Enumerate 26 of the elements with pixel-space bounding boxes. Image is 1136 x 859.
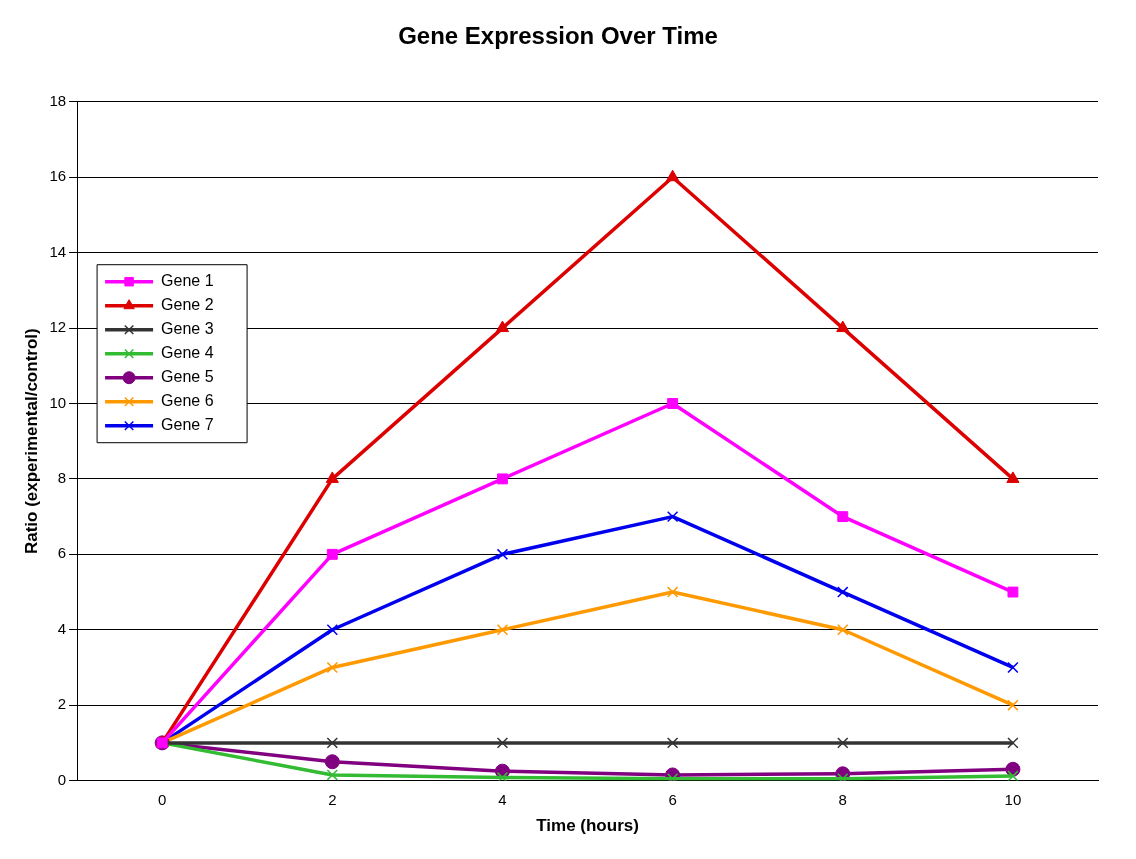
- legend-label: Gene 1: [161, 272, 214, 290]
- y-tick-label: 14: [49, 242, 67, 260]
- y-tick-label: 4: [57, 619, 67, 637]
- x-tick-label: 6: [668, 790, 677, 808]
- x-tick-label: 8: [838, 790, 847, 808]
- legend-label: Gene 2: [161, 296, 214, 314]
- y-tick-label: 18: [49, 91, 67, 109]
- y-tick-label: 0: [57, 770, 67, 788]
- legend-label: Gene 4: [161, 344, 214, 362]
- x-tick-label: 2: [328, 790, 337, 808]
- x-tick-label: 10: [1004, 790, 1022, 808]
- legend-label: Gene 7: [161, 416, 214, 434]
- legend-label: Gene 6: [161, 392, 214, 410]
- legend-label: Gene 5: [161, 368, 214, 386]
- y-tick-label: 6: [57, 544, 67, 562]
- x-axis-title: Time (hours): [536, 816, 639, 836]
- y-tick-label: 16: [49, 167, 67, 185]
- y-axis-title: Ratio (experimental/control): [21, 328, 41, 555]
- y-tick-label: 12: [49, 318, 67, 336]
- chart-title: Gene Expression Over Time: [398, 22, 718, 50]
- legend-label: Gene 3: [161, 320, 214, 338]
- x-tick-label: 0: [157, 790, 167, 808]
- y-tick-label: 2: [57, 695, 67, 713]
- y-tick-label: 8: [57, 469, 67, 487]
- y-tick-label: 10: [49, 393, 67, 411]
- x-tick-label: 4: [498, 790, 507, 808]
